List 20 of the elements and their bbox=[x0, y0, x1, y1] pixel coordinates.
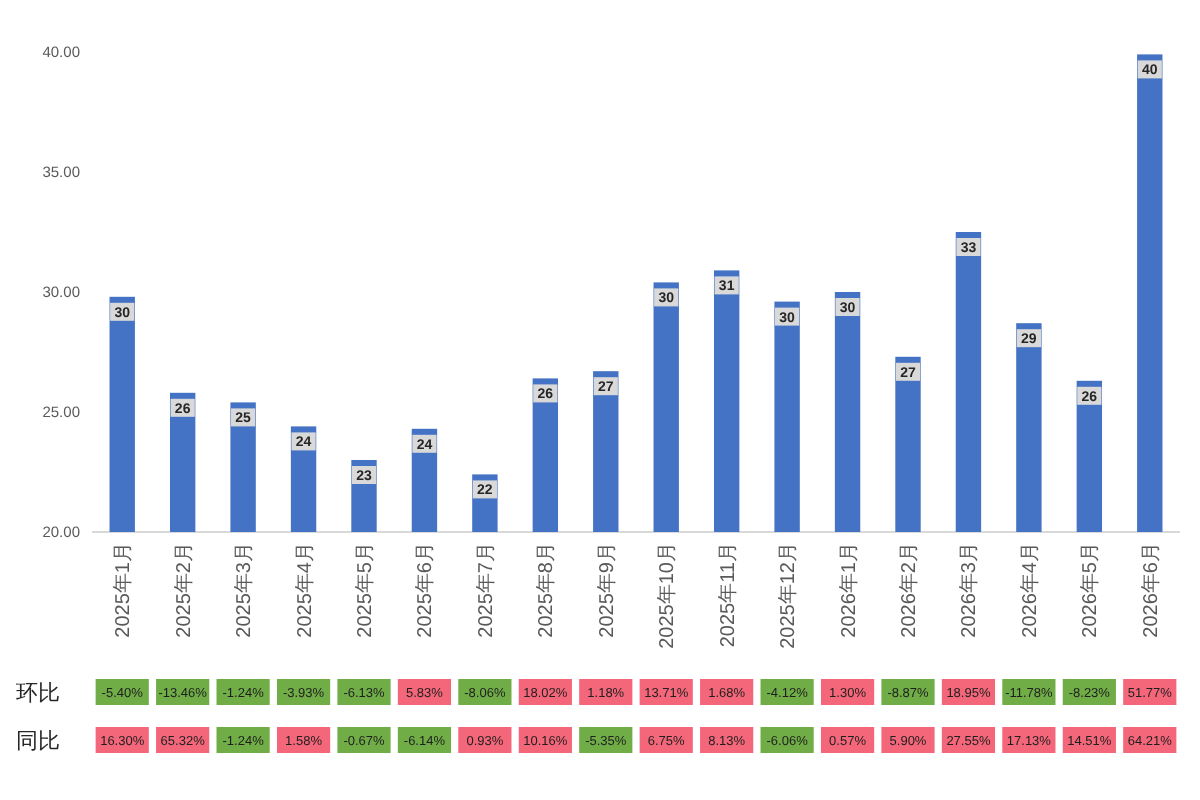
x-tick-label: 2025年9月 bbox=[594, 542, 619, 638]
x-tick-label: 2026年6月 bbox=[1138, 542, 1163, 638]
x-tick-label: 2026年4月 bbox=[1017, 542, 1042, 638]
x-tick-label: 2025年6月 bbox=[413, 542, 438, 638]
x-tick-label: 2025年2月 bbox=[171, 542, 196, 638]
x-tick-label: 2025年12月 bbox=[776, 542, 801, 649]
x-tick-label: 2026年3月 bbox=[957, 542, 982, 638]
x-tick-label: 2025年8月 bbox=[534, 542, 559, 638]
x-tick-label: 2026年2月 bbox=[897, 542, 921, 638]
x-tick-label: 2026年1月 bbox=[836, 542, 861, 638]
x-tick-label: 2025年3月 bbox=[232, 542, 257, 638]
y-tick-label: 同比 bbox=[16, 728, 60, 754]
x-tick-label: 2025年5月 bbox=[353, 542, 377, 638]
x-tick-label: 2025年11月 bbox=[715, 542, 740, 648]
x-tick-label: 2025年1月 bbox=[111, 542, 136, 638]
y-tick-label: 环比 bbox=[16, 680, 60, 706]
x-tick-label: 2025年10月 bbox=[655, 542, 680, 649]
x-tick-label: 2025年4月 bbox=[292, 542, 317, 638]
x-tick-label: 2025年7月 bbox=[473, 542, 498, 638]
x-tick-label: 2026年5月 bbox=[1078, 542, 1103, 638]
